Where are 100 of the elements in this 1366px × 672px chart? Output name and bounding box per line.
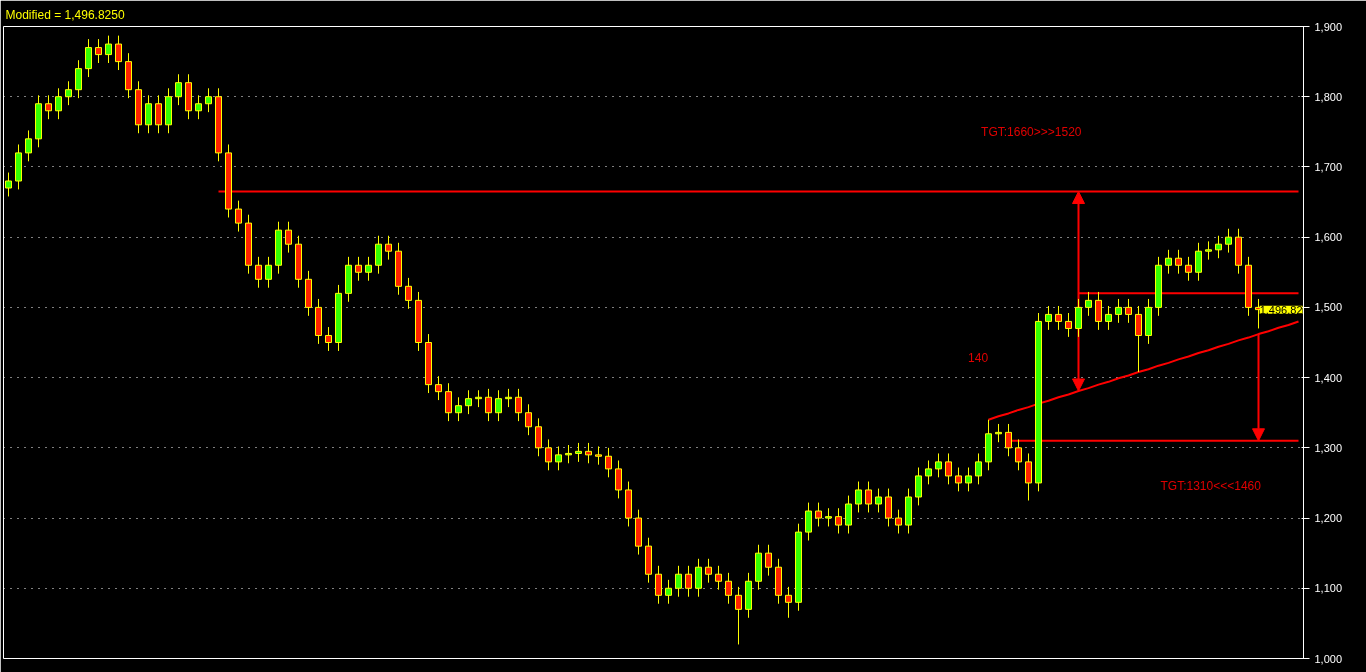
candlestick (515, 388, 522, 422)
candlestick (325, 326, 332, 352)
candlestick (805, 502, 812, 542)
candlestick (975, 452, 982, 485)
candlestick (1225, 228, 1232, 254)
candlestick (25, 129, 32, 162)
annotation: 1,496.82 (1259, 303, 1303, 316)
candlestick (445, 382, 452, 422)
candlestick (255, 256, 262, 289)
candlestick (85, 38, 92, 78)
candlestick (605, 447, 612, 478)
y-tick-label: 1,300 (1314, 441, 1343, 454)
candlestick (1095, 291, 1102, 331)
candlestick (945, 452, 952, 485)
candlestick (55, 87, 62, 120)
candlestick (65, 80, 72, 106)
annotation: 140 (968, 350, 989, 365)
candlestick (1115, 298, 1122, 324)
candlestick (435, 375, 442, 401)
candlestick (1195, 242, 1202, 282)
candlestick (575, 442, 582, 463)
candlestick (835, 507, 842, 534)
candlestick (585, 442, 592, 464)
y-tick-label: 1,900 (1314, 20, 1343, 33)
candlestick (155, 94, 162, 134)
candlestick (365, 256, 372, 282)
candlestick (785, 586, 792, 619)
candlestick (465, 389, 472, 415)
candlestick (865, 481, 872, 513)
candlestick (455, 396, 462, 422)
candlestick (665, 579, 672, 605)
candlestick (5, 172, 12, 197)
candlestick (1075, 298, 1082, 338)
candlestick (1055, 305, 1062, 331)
candlestick (265, 256, 272, 289)
candlestick (1085, 291, 1092, 317)
candlestick (405, 277, 412, 310)
y-tick-label: 1,000 (1314, 652, 1343, 665)
candlestick (545, 438, 552, 471)
candlestick (895, 509, 902, 534)
candlestick (115, 35, 122, 71)
y-tick-label: 1,100 (1314, 582, 1343, 595)
candlestick (1105, 305, 1112, 331)
candlestick (525, 403, 532, 436)
candlestick (1065, 312, 1072, 338)
candlestick (285, 221, 292, 254)
candlestick (355, 256, 362, 282)
y-tick-label: 1,600 (1314, 231, 1343, 244)
candlestick (595, 445, 602, 466)
candlestick (685, 565, 692, 598)
y-tick-label: 1,700 (1314, 160, 1343, 173)
candlestick (535, 417, 542, 457)
candlestick (1015, 438, 1022, 471)
annotation: TGT:1310<<<1460 (1160, 478, 1262, 493)
candlestick (145, 94, 152, 134)
candlestick (1175, 249, 1182, 275)
candlestick (915, 467, 922, 506)
candlestick (855, 481, 862, 513)
y-tick-label: 1,400 (1314, 371, 1343, 384)
y-tick-label: 1,500 (1314, 301, 1343, 314)
candlestick (1205, 240, 1212, 261)
candlestick (385, 235, 392, 261)
candlestick (875, 488, 882, 513)
candlestick (1005, 423, 1012, 457)
annotation: TGT:1660>>>1520 (981, 125, 1082, 140)
candlestick (1045, 305, 1052, 331)
candlestick (925, 459, 932, 485)
candlestick (765, 544, 772, 577)
candlestick (885, 488, 892, 527)
candlestick (965, 467, 972, 492)
candlestick (725, 572, 732, 605)
candlestick (1215, 235, 1222, 259)
candlestick (715, 565, 722, 591)
candlestick (955, 467, 962, 492)
candlestick (75, 59, 82, 99)
candlestick (655, 565, 662, 605)
candlestick (1125, 298, 1132, 324)
candlestick (735, 586, 742, 645)
candlestick (705, 558, 712, 584)
candlestick (1025, 452, 1032, 501)
candlestick (815, 502, 822, 527)
candlestick (565, 444, 572, 464)
candlestick (375, 235, 382, 275)
candlestick (195, 94, 202, 120)
candlestick (1135, 305, 1142, 373)
chart-title: Modified = 1,496.8250 (5, 7, 125, 22)
candlestick (695, 558, 702, 598)
candlestick (845, 495, 852, 534)
y-tick-label: 1,200 (1314, 512, 1343, 525)
candlestick (45, 94, 52, 120)
candlestick (205, 87, 212, 113)
candlestick (105, 35, 112, 64)
candlestick (175, 73, 182, 106)
candlestick (935, 452, 942, 478)
y-tick-label: 1,800 (1314, 90, 1343, 103)
candlestick (1185, 256, 1192, 282)
candlestick (1165, 249, 1172, 275)
candlestick (555, 445, 562, 471)
candlestick (615, 459, 622, 499)
candlestick (235, 200, 242, 233)
